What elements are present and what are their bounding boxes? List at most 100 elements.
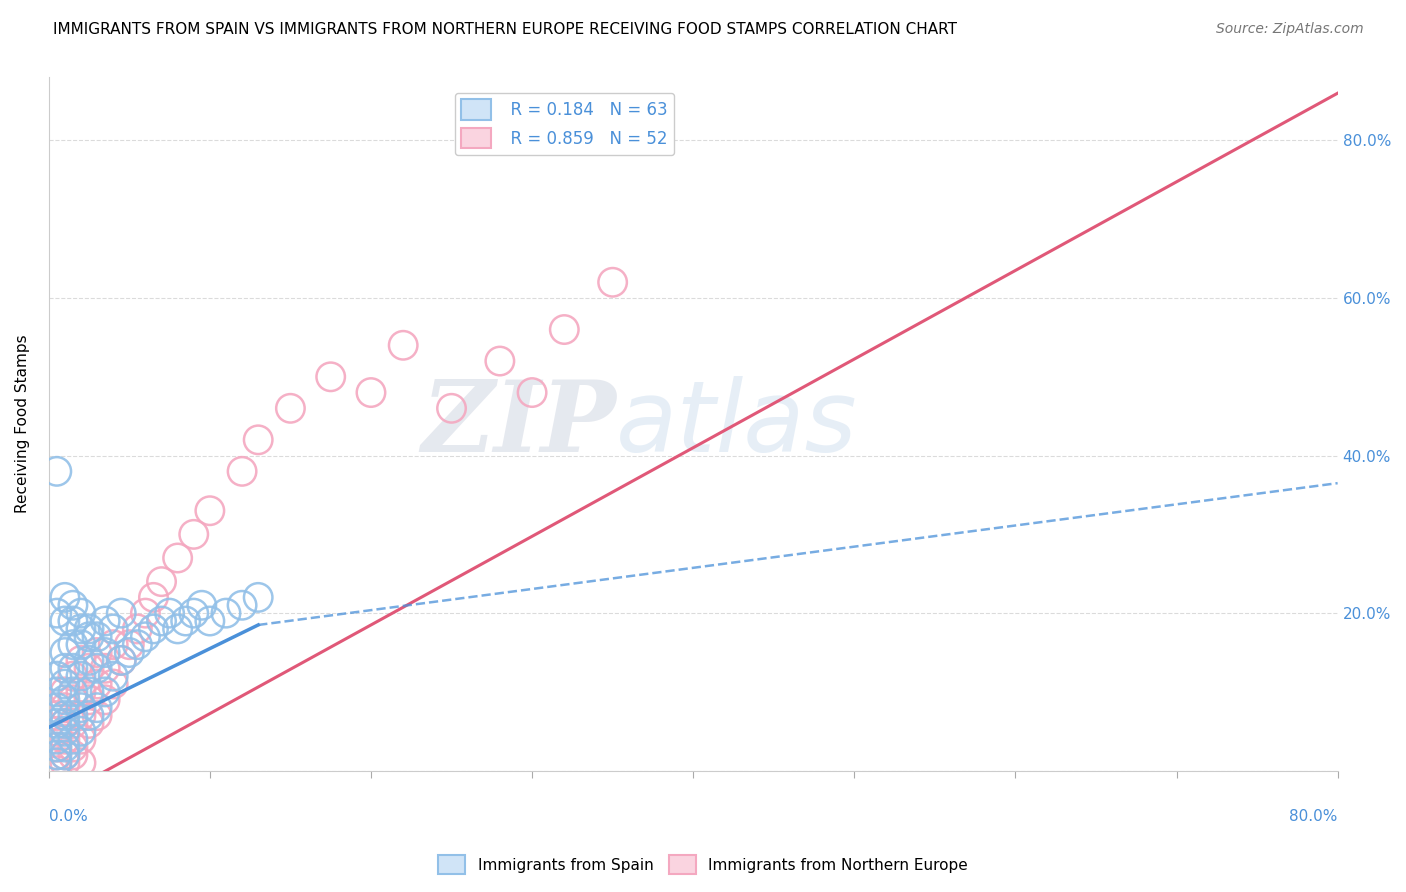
- Point: [53, 685, 76, 699]
- Point: [110, 653, 132, 667]
- Point: [77, 693, 100, 707]
- Point: [70, 606, 93, 620]
- Point: [280, 401, 302, 416]
- Point: [77, 716, 100, 731]
- Point: [62, 669, 84, 683]
- Point: [53, 677, 76, 691]
- Point: [103, 638, 125, 652]
- Point: [94, 661, 117, 675]
- Point: [553, 322, 575, 336]
- Point: [392, 338, 415, 352]
- Point: [360, 385, 382, 400]
- Point: [150, 574, 173, 589]
- Point: [86, 700, 108, 714]
- Point: [70, 622, 93, 636]
- Text: 80.0%: 80.0%: [1289, 809, 1337, 824]
- Point: [103, 677, 125, 691]
- Point: [319, 369, 342, 384]
- Point: [127, 622, 149, 636]
- Point: [118, 638, 141, 652]
- Point: [62, 747, 84, 762]
- Legend: Immigrants from Spain, Immigrants from Northern Europe: Immigrants from Spain, Immigrants from N…: [432, 849, 974, 880]
- Point: [198, 614, 221, 628]
- Point: [70, 708, 93, 723]
- Point: [45, 708, 67, 723]
- Point: [86, 630, 108, 644]
- Text: Source: ZipAtlas.com: Source: ZipAtlas.com: [1216, 22, 1364, 37]
- Point: [45, 747, 67, 762]
- Point: [110, 606, 132, 620]
- Point: [602, 275, 624, 289]
- Point: [45, 756, 67, 770]
- Point: [103, 622, 125, 636]
- Point: [45, 464, 67, 478]
- Point: [45, 716, 67, 731]
- Point: [70, 653, 93, 667]
- Point: [62, 693, 84, 707]
- Point: [62, 716, 84, 731]
- Point: [53, 724, 76, 739]
- Point: [45, 756, 67, 770]
- Point: [45, 724, 67, 739]
- Point: [53, 756, 76, 770]
- Point: [118, 646, 141, 660]
- Point: [86, 708, 108, 723]
- Point: [70, 669, 93, 683]
- Point: [45, 747, 67, 762]
- Point: [183, 606, 205, 620]
- Point: [45, 606, 67, 620]
- Y-axis label: Receiving Food Stamps: Receiving Food Stamps: [15, 334, 30, 514]
- Point: [231, 464, 253, 478]
- Point: [191, 599, 214, 613]
- Point: [45, 732, 67, 747]
- Point: [53, 716, 76, 731]
- Point: [53, 708, 76, 723]
- Point: [45, 700, 67, 714]
- Point: [77, 622, 100, 636]
- Text: ZIP: ZIP: [420, 376, 616, 473]
- Point: [86, 677, 108, 691]
- Point: [70, 638, 93, 652]
- Point: [62, 614, 84, 628]
- Point: [53, 591, 76, 605]
- Point: [53, 732, 76, 747]
- Point: [62, 685, 84, 699]
- Point: [53, 693, 76, 707]
- Point: [53, 747, 76, 762]
- Point: [247, 591, 270, 605]
- Point: [53, 700, 76, 714]
- Point: [489, 354, 512, 368]
- Point: [159, 606, 181, 620]
- Point: [62, 708, 84, 723]
- Point: [127, 638, 149, 652]
- Point: [94, 614, 117, 628]
- Point: [53, 747, 76, 762]
- Point: [53, 716, 76, 731]
- Point: [215, 606, 238, 620]
- Point: [62, 638, 84, 652]
- Point: [231, 599, 253, 613]
- Point: [86, 661, 108, 675]
- Point: [150, 614, 173, 628]
- Point: [142, 591, 165, 605]
- Text: IMMIGRANTS FROM SPAIN VS IMMIGRANTS FROM NORTHERN EUROPE RECEIVING FOOD STAMPS C: IMMIGRANTS FROM SPAIN VS IMMIGRANTS FROM…: [53, 22, 957, 37]
- Point: [70, 732, 93, 747]
- Point: [45, 685, 67, 699]
- Point: [45, 764, 67, 778]
- Point: [77, 661, 100, 675]
- Point: [62, 740, 84, 755]
- Point: [62, 661, 84, 675]
- Point: [70, 685, 93, 699]
- Point: [53, 646, 76, 660]
- Point: [134, 606, 156, 620]
- Point: [62, 732, 84, 747]
- Point: [77, 653, 100, 667]
- Point: [53, 661, 76, 675]
- Point: [174, 614, 197, 628]
- Point: [142, 622, 165, 636]
- Point: [77, 685, 100, 699]
- Point: [198, 504, 221, 518]
- Point: [94, 646, 117, 660]
- Point: [62, 599, 84, 613]
- Point: [70, 700, 93, 714]
